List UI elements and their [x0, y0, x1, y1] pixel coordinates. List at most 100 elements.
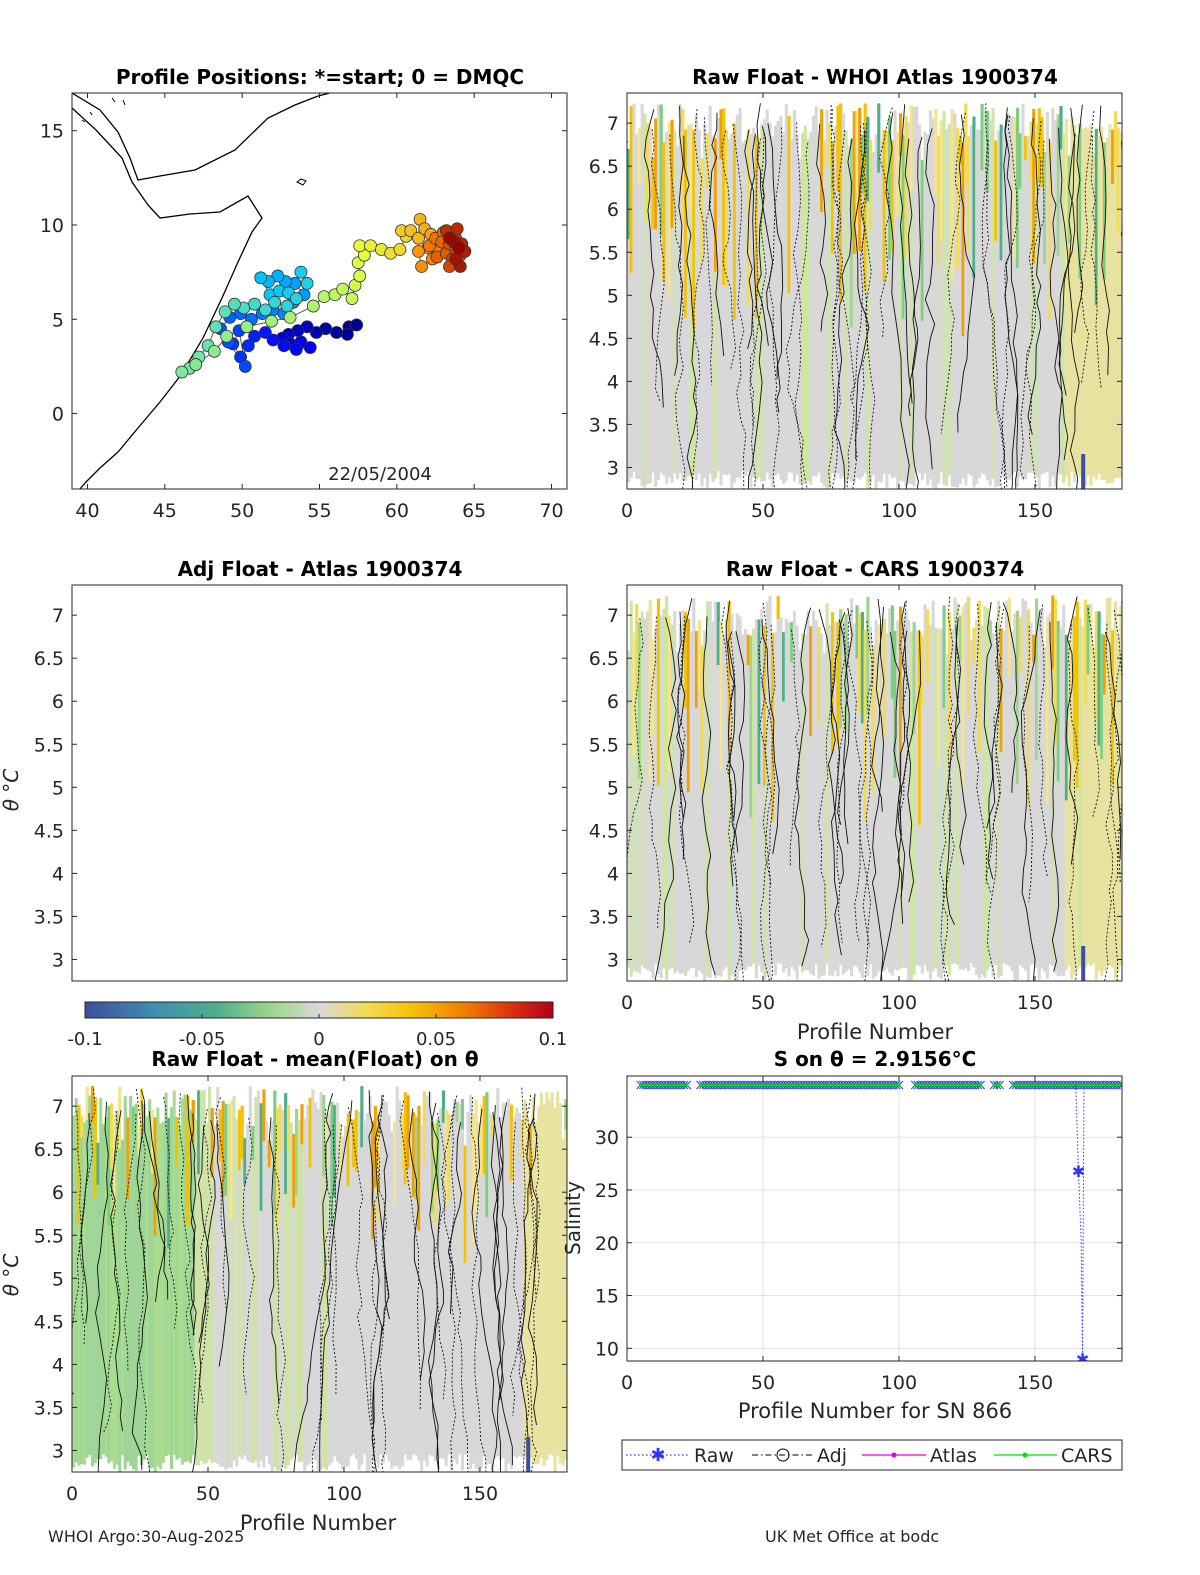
heatmap-column	[991, 108, 995, 479]
heatmap-patch	[858, 613, 862, 713]
contour-line	[268, 1117, 280, 1404]
heatmap-column	[828, 625, 832, 976]
cars-point	[685, 1083, 689, 1087]
adj-ytick-label: 5.5	[34, 734, 64, 756]
cars-ytick-label: 6.5	[589, 648, 619, 670]
heatmap-column	[648, 599, 652, 972]
heatmap-column	[1056, 621, 1060, 977]
cars-point	[676, 1083, 681, 1087]
contour-line	[490, 1105, 499, 1310]
heatmap-column	[85, 1086, 89, 1458]
heatmap-column	[966, 136, 971, 474]
heatmap-column	[817, 133, 821, 473]
cars-point	[793, 1083, 798, 1087]
contour-line	[517, 1103, 537, 1390]
heatmap-patch	[939, 120, 943, 241]
heatmap-column	[920, 636, 924, 974]
cars-point	[1054, 1083, 1059, 1087]
salinity-ytick-label: 25	[595, 1180, 619, 1202]
cars-point	[1095, 1083, 1100, 1087]
heatmap-column	[1034, 598, 1039, 969]
mean-ytick-label: 6	[52, 1182, 64, 1204]
heatmap-column	[654, 118, 658, 487]
heatmap-column	[757, 141, 761, 478]
heatmap-patch	[392, 1121, 397, 1205]
heatmap-column	[300, 1104, 304, 1462]
heatmap-column	[746, 634, 750, 967]
heatmap-patch	[1013, 117, 1017, 259]
mean-ytick-label: 5.5	[34, 1225, 64, 1247]
heatmap-patch	[937, 629, 941, 764]
legend-cars: CARS	[1061, 1445, 1113, 1467]
heatmap-column	[730, 613, 734, 976]
heatmap-column	[1089, 123, 1093, 486]
heatmap-patch	[820, 109, 824, 212]
heatmap-column	[354, 1110, 358, 1460]
heatmap-patch	[85, 1086, 89, 1120]
contour-line	[509, 1122, 523, 1416]
heatmap-column	[681, 108, 685, 481]
heatmap-column	[776, 596, 780, 964]
heatmap-patch	[93, 1097, 97, 1198]
heatmap-column	[485, 1092, 489, 1465]
heatmap-patch	[637, 127, 641, 185]
heatmap-column	[675, 145, 680, 480]
heatmap-column	[686, 618, 690, 971]
contour-line	[837, 608, 853, 826]
heatmap-column	[1097, 611, 1101, 972]
cars-point	[916, 1083, 920, 1087]
cars-point	[1068, 1083, 1073, 1087]
track-point	[364, 239, 377, 253]
heatmap-column	[945, 654, 949, 967]
cars-point	[850, 1083, 855, 1087]
cars-ytick-label: 5	[607, 777, 619, 799]
cars-point	[782, 1083, 787, 1087]
heatmap-patch	[1102, 142, 1107, 280]
heatmap-column	[629, 600, 633, 977]
heatmap-patch	[218, 1109, 222, 1162]
contour-line	[80, 1113, 90, 1324]
heatmap-column	[918, 124, 922, 474]
heatmap-patch	[877, 103, 881, 173]
heatmap-patch	[830, 141, 835, 254]
adj-axes	[71, 584, 568, 982]
heatmap-column	[564, 1099, 567, 1461]
positions-date-label: 22/05/2004	[328, 464, 432, 485]
heatmap-column	[977, 600, 981, 979]
heatmap-column	[958, 135, 962, 484]
cars-point	[701, 1083, 705, 1087]
heatmap-patch	[749, 635, 753, 818]
heatmap-patch	[482, 1095, 486, 1175]
contour-line	[123, 1114, 137, 1371]
cars-point	[976, 1083, 980, 1087]
heatmap-patch	[893, 630, 897, 778]
mean-ytick-label: 3.5	[34, 1397, 64, 1419]
heatmap-patch	[686, 618, 690, 793]
cars-xtick-label: 0	[621, 992, 633, 1014]
contour-line	[215, 1097, 227, 1337]
heatmap-column	[1116, 127, 1120, 478]
positions-xtick-label: 40	[75, 500, 99, 522]
heatmap-patch	[659, 104, 663, 236]
heatmap-patch	[1034, 598, 1039, 760]
salinity-ticks: 0 50 100 150 10 15 20 25 30	[595, 1076, 1122, 1394]
heatmap-column	[716, 602, 720, 976]
heatmap-column	[700, 645, 704, 974]
heatmap-patch	[338, 1122, 342, 1180]
heatmap-column	[662, 142, 666, 476]
cars-xtick-label: 50	[751, 992, 775, 1014]
contour-line	[901, 601, 915, 903]
heatmap-column	[983, 109, 987, 475]
cars-point	[867, 1083, 871, 1087]
heatmap-column	[711, 135, 715, 482]
adj-ytick-label: 4	[52, 863, 64, 885]
heatmap-patch	[684, 129, 688, 318]
heatmap-patch	[286, 1105, 290, 1150]
contour-line	[683, 135, 698, 489]
heatmap-column	[107, 1106, 111, 1464]
contour-line	[859, 125, 876, 489]
track-point	[189, 358, 203, 371]
heatmap-column	[553, 1107, 557, 1472]
heatmap-column	[1029, 622, 1033, 965]
heatmap-patch	[882, 618, 886, 737]
